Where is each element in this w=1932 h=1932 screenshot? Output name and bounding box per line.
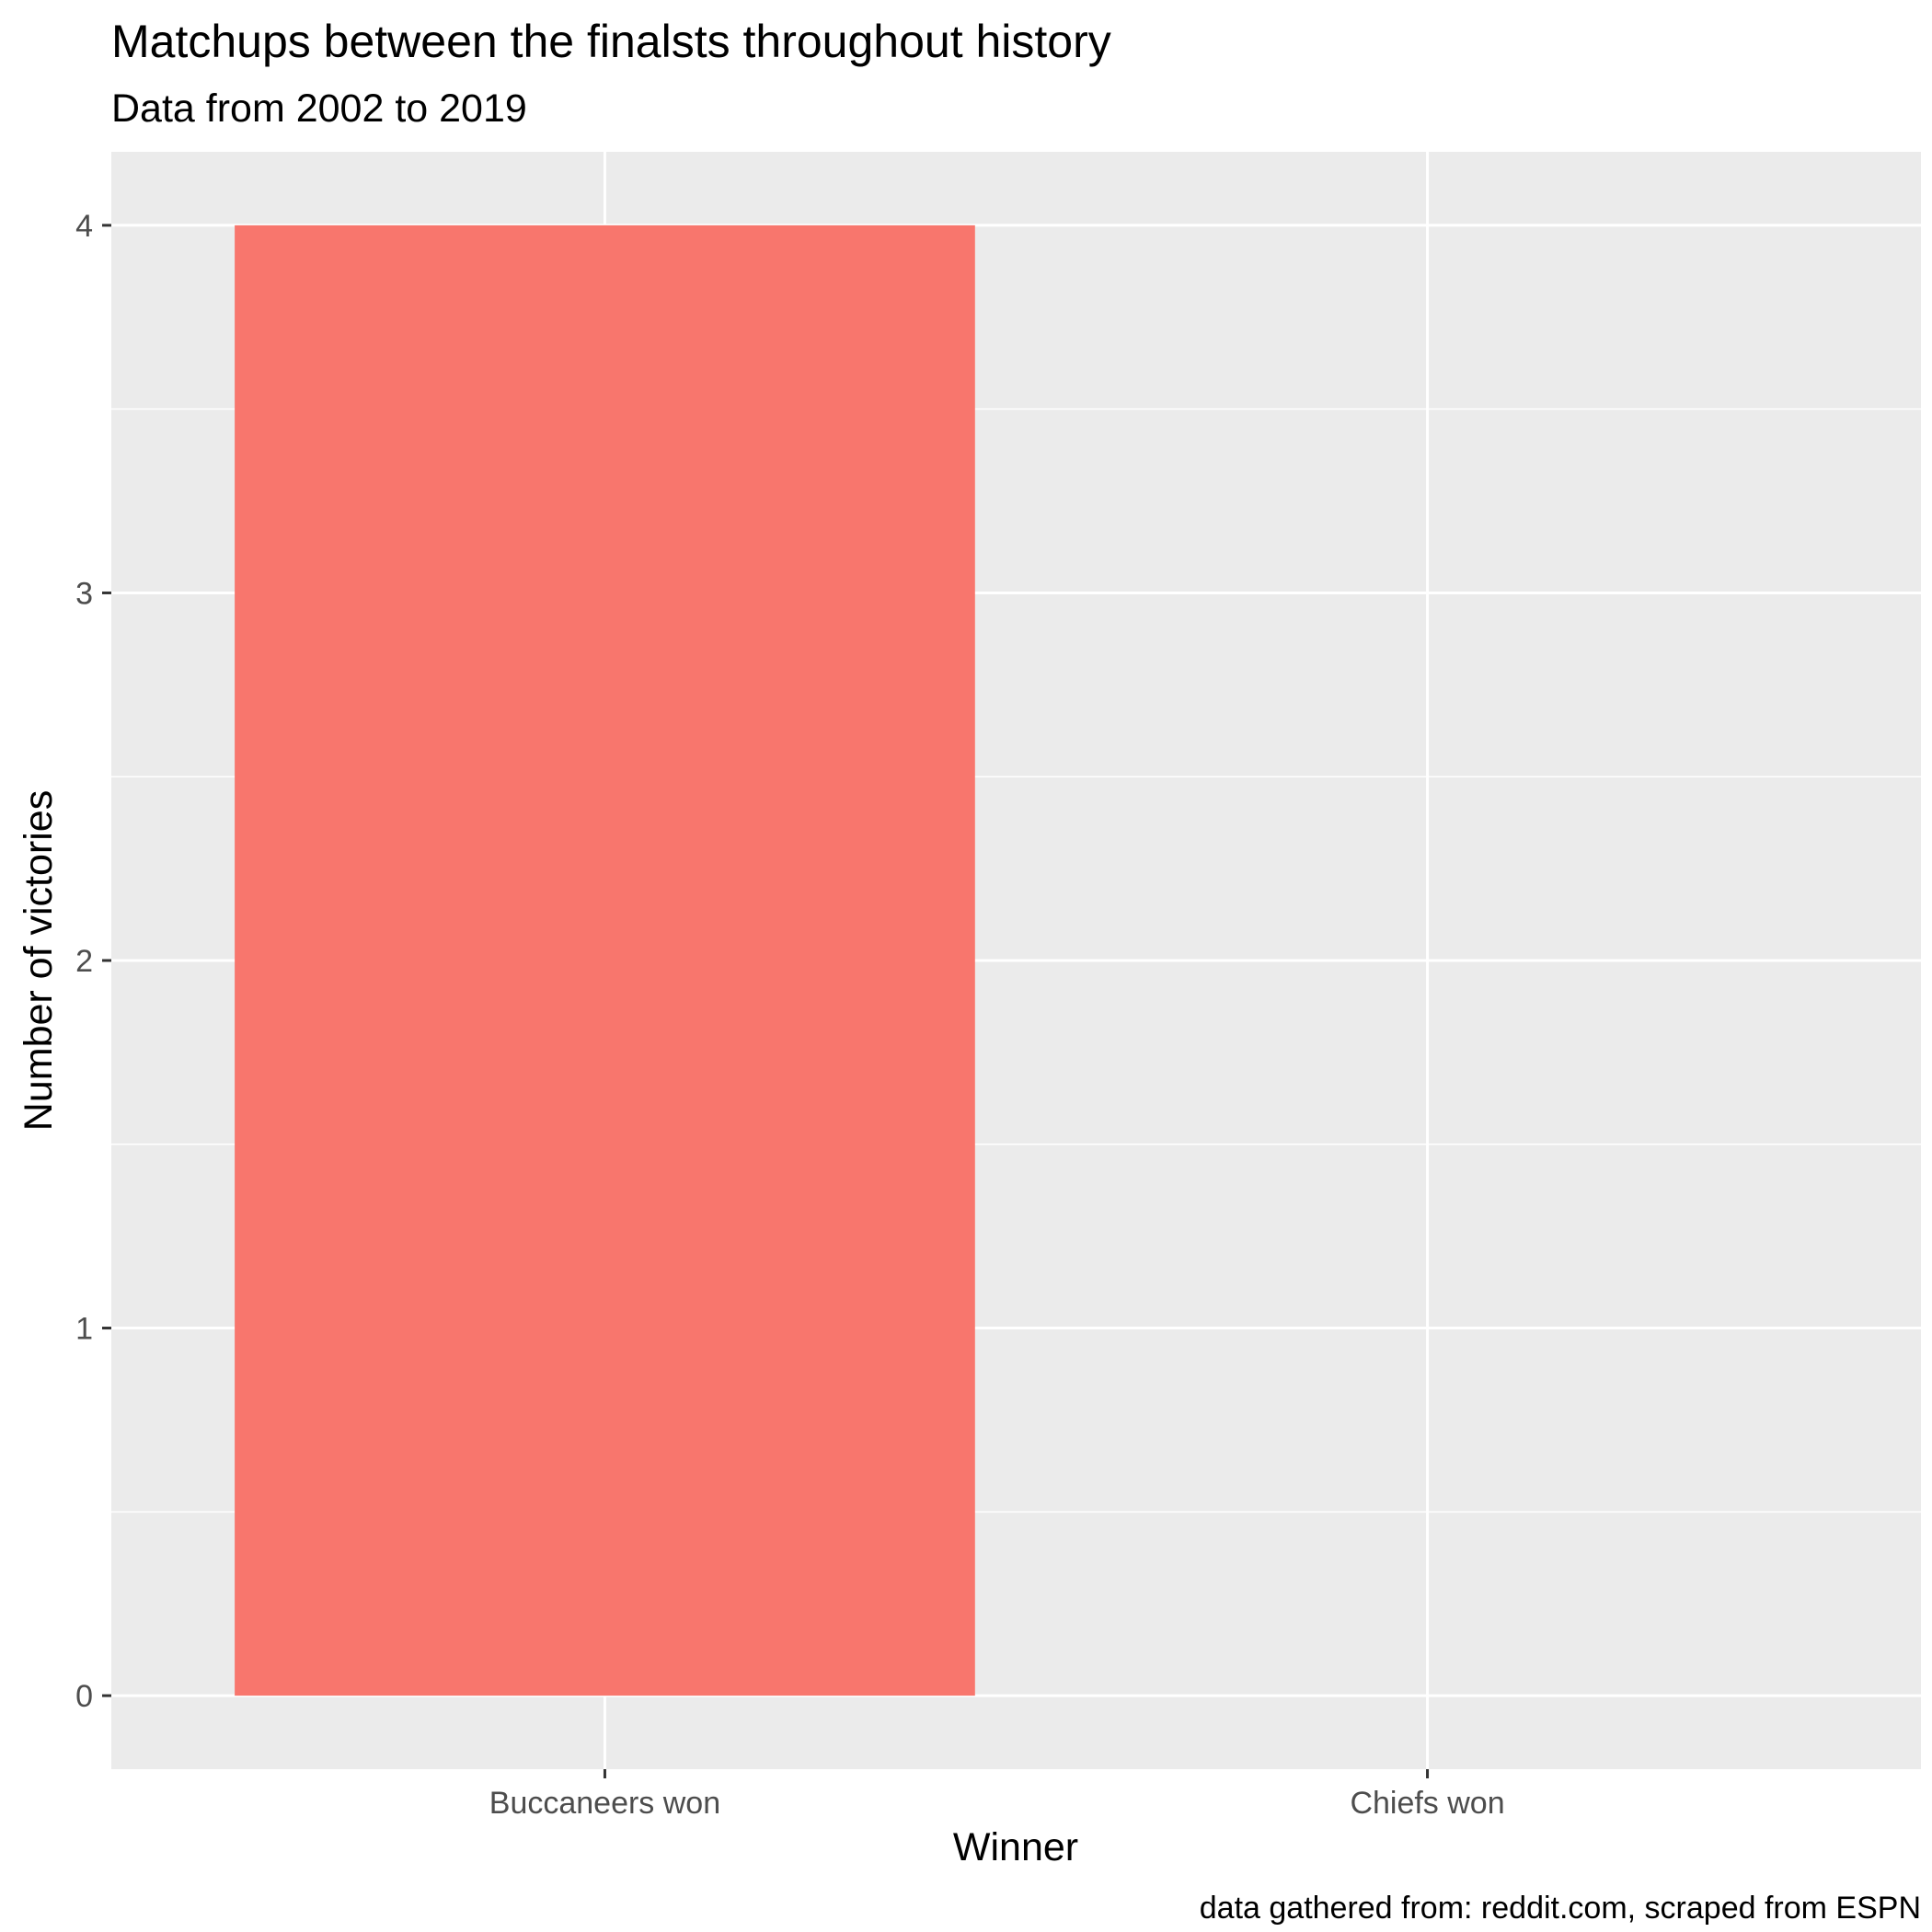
y-tick-label: 2 [75, 944, 93, 979]
bar-buccaneers-won [235, 224, 975, 1696]
x-axis: Buccaneers won Chiefs won [489, 1769, 1505, 1821]
y-tick-label: 1 [75, 1312, 93, 1347]
y-tick-label: 4 [75, 209, 93, 244]
x-axis-title: Winner [953, 1825, 1078, 1869]
x-tick-label: Chiefs won [1350, 1786, 1504, 1821]
y-axis: 0 1 2 3 4 [75, 209, 111, 1714]
bars [235, 224, 975, 1696]
x-tick-label: Buccaneers won [489, 1786, 720, 1821]
chart-title: Matchups between the finalsts throughout… [111, 16, 1111, 67]
chart-subtitle: Data from 2002 to 2019 [111, 86, 527, 131]
y-tick-label: 3 [75, 576, 93, 611]
chart-caption: data gathered from: reddit.com, scraped … [1200, 1891, 1921, 1926]
y-tick-label: 0 [75, 1679, 93, 1714]
y-axis-title: Number of victories [17, 790, 61, 1131]
